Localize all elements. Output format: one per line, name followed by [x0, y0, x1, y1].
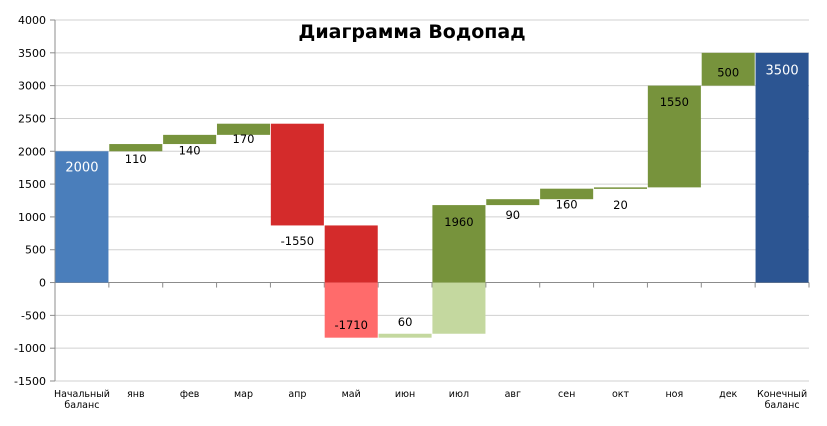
- waterfall-bar: [109, 144, 163, 152]
- x-category-label: Начальный баланс: [54, 389, 110, 411]
- data-label: 3500: [766, 64, 799, 79]
- y-tick-label: -1000: [14, 342, 46, 355]
- y-tick-label: -500: [21, 309, 46, 322]
- bars: [55, 52, 809, 338]
- data-label: 160: [556, 197, 578, 211]
- waterfall-bar: [378, 333, 432, 338]
- data-label: 90: [505, 208, 520, 222]
- waterfall-bar: [755, 52, 809, 283]
- data-label: 1960: [444, 215, 473, 229]
- x-category-label: Конечный баланс: [757, 389, 807, 411]
- waterfall-bar: [324, 225, 378, 283]
- waterfall-bar: [216, 123, 271, 135]
- y-tick-label: 4000: [18, 14, 46, 27]
- x-category-label: июл: [449, 389, 469, 400]
- x-category-label: окт: [612, 389, 630, 400]
- data-label: -1710: [335, 318, 368, 332]
- y-tick-label: 3500: [18, 47, 46, 60]
- data-label: 60: [398, 315, 413, 329]
- waterfall-bar: [270, 123, 324, 226]
- y-tick-label: 500: [25, 244, 46, 257]
- data-labels: 2000 110 140 170 -1550 -1710 60 1960 90 160 20 1550…: [65, 64, 798, 333]
- y-tick-label: 1000: [18, 211, 46, 224]
- waterfall-bar: [486, 199, 540, 206]
- waterfall-bar: [55, 151, 109, 283]
- waterfall-bar: [432, 205, 486, 283]
- x-category-label: сен: [558, 389, 575, 400]
- y-tick-label: 1500: [18, 178, 46, 191]
- y-tick-labels: -1500 -1000 -500 0 500 1000 1500 2000 2500 3000 35…: [14, 14, 46, 388]
- x-category-label: янв: [127, 389, 145, 400]
- x-category-label: ноя: [665, 389, 683, 400]
- x-category-label: фев: [180, 389, 200, 400]
- waterfall-bar: [163, 134, 217, 145]
- data-label: 20: [613, 198, 628, 212]
- data-label: 1550: [660, 95, 689, 109]
- waterfall-bar: [593, 187, 648, 189]
- data-label: 2000: [65, 161, 98, 176]
- x-category-label: май: [342, 389, 361, 400]
- x-category-label: дек: [719, 389, 737, 400]
- data-label: 140: [179, 144, 201, 158]
- x-category-label: мар: [234, 389, 253, 400]
- x-category-label: июн: [395, 389, 415, 400]
- data-label: 110: [125, 152, 147, 166]
- x-category-label: авг: [505, 389, 521, 400]
- data-label: 500: [717, 66, 739, 80]
- waterfall-bar: [432, 282, 486, 334]
- x-category-labels: Начальный баланс янв фев мар апр май июн июл авг с…: [54, 389, 807, 411]
- y-tick-label: -1500: [14, 375, 46, 388]
- data-label: 170: [233, 132, 255, 146]
- waterfall-bar: [324, 282, 378, 338]
- waterfall-bar: [647, 85, 701, 188]
- y-tick-label: 0: [39, 277, 46, 290]
- chart-title: Диаграмма Водопад: [298, 21, 525, 43]
- y-tick-label: 3000: [18, 80, 46, 93]
- waterfall-bar: [701, 52, 755, 86]
- x-category-label: апр: [288, 389, 306, 400]
- y-tick-label: 2000: [18, 145, 46, 158]
- waterfall-bar: [540, 188, 594, 200]
- data-label: -1550: [281, 234, 314, 248]
- y-tick-label: 2500: [18, 112, 46, 125]
